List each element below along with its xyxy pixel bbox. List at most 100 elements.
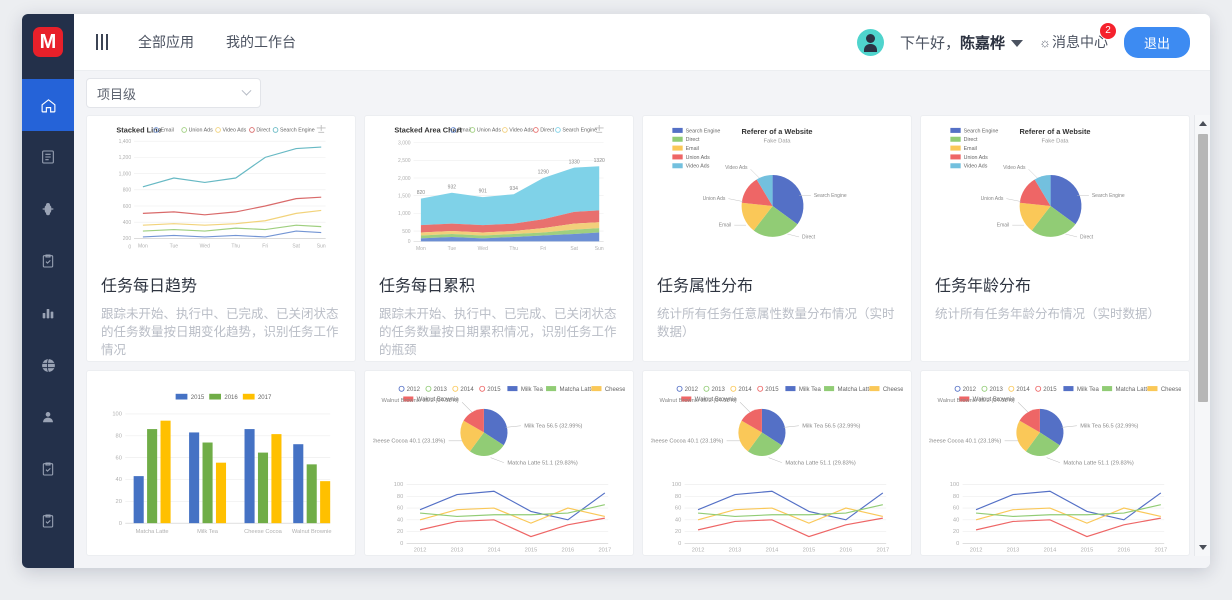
logout-button[interactable]: 退出 <box>1123 26 1190 58</box>
card-task-attribute-distribution[interactable]: Referer of a Website Fake Data Search En… <box>642 115 912 362</box>
svg-text:2017: 2017 <box>258 394 272 400</box>
vertical-scrollbar[interactable] <box>1194 115 1210 556</box>
svg-text:3,000: 3,000 <box>398 140 411 146</box>
svg-text:0: 0 <box>400 541 403 547</box>
svg-text:2015: 2015 <box>803 547 816 553</box>
svg-text:Walnut Brownie 25.2 (14.58%): Walnut Brownie 25.2 (14.58%) <box>938 398 1015 404</box>
svg-text:Fri: Fri <box>540 246 546 252</box>
svg-text:Direct: Direct <box>964 137 978 143</box>
card-meta: 任务属性分布 统计所有任务任意属性数量分布情况（实时数据） <box>643 264 911 353</box>
svg-text:100: 100 <box>672 482 682 488</box>
svg-text:Search Engine: Search Engine <box>280 128 315 134</box>
svg-text:Walnut Brownie: Walnut Brownie <box>417 397 460 403</box>
card-task-daily-cumulative[interactable]: Stacked Area Chart Email Union Ads Video… <box>364 115 634 362</box>
svg-text:Direct: Direct <box>256 128 270 134</box>
chart-thumbnail: 2012 2013 2014 2015 Milk Tea Matcha Latt… <box>921 371 1189 555</box>
card-row2-pie-line-b[interactable]: 2012 2013 2014 2015 Milk Tea Matcha Latt… <box>642 369 912 556</box>
svg-text:2012: 2012 <box>970 547 983 553</box>
svg-text:Direct: Direct <box>540 128 554 134</box>
svg-text:Mon: Mon <box>416 246 426 252</box>
sidebar-item-user[interactable] <box>22 391 74 443</box>
avatar[interactable] <box>857 28 885 56</box>
greeting[interactable]: 下午好，陈嘉桦 <box>900 32 1024 53</box>
card-description: 统计所有任务年龄分布情况（实时数据） <box>935 307 1161 321</box>
app-body: 项目级 Stacked Line Email Union Ads <box>22 71 1210 568</box>
svg-text:Direct: Direct <box>686 137 700 143</box>
chart-thumbnail: 2012 2013 2014 2015 Milk Tea Matcha Latt… <box>365 371 633 555</box>
card-row2-bar[interactable]: 2015 2016 2017 <box>86 369 356 556</box>
pie-line-combo-chart: 2012 2013 2014 2015 Milk Tea Matcha Latt… <box>929 385 1181 553</box>
svg-text:100: 100 <box>950 482 960 488</box>
svg-text:2014: 2014 <box>1016 386 1030 392</box>
nav-item-all-apps[interactable]: 全部应用 <box>138 34 194 50</box>
message-center[interactable]: ☼ 消息中心 2 <box>1039 23 1116 52</box>
svg-text:40: 40 <box>116 477 122 483</box>
card-task-age-distribution[interactable]: Referer of a Website Fake Data Search En… <box>920 115 1190 362</box>
chart-thumbnail: Referer of a Website Fake Data Search En… <box>921 116 1189 264</box>
card-row2-pie-line-c[interactable]: 2012 2013 2014 2015 Milk Tea Matcha Latt… <box>920 369 1190 556</box>
svg-text:Search Engine: Search Engine <box>964 128 999 134</box>
app-logo[interactable]: M <box>22 14 74 71</box>
svg-text:1,000: 1,000 <box>119 171 132 177</box>
svg-text:60: 60 <box>953 505 959 511</box>
svg-text:Referer of a Website: Referer of a Website <box>1019 127 1090 136</box>
svg-text:Sun: Sun <box>595 246 604 252</box>
svg-text:Union Ads: Union Ads <box>189 128 213 134</box>
svg-text:Walnut Brownie: Walnut Brownie <box>973 397 1016 403</box>
svg-text:Cheese Cocoa: Cheese Cocoa <box>1161 386 1181 392</box>
sidebar-item-plans[interactable] <box>22 443 74 495</box>
svg-text:Cheese Cocoa 40.1 (23.18%): Cheese Cocoa 40.1 (23.18%) <box>929 438 1001 444</box>
svg-text:2012: 2012 <box>692 547 705 553</box>
hamburger-icon[interactable] <box>96 34 108 50</box>
sidebar-item-defects[interactable] <box>22 183 74 235</box>
card-row2-pie-line-a[interactable]: 2012 2013 2014 2015 Milk Tea Matcha Latt… <box>364 369 634 556</box>
filter-bar: 项目级 <box>74 71 1210 115</box>
globe-icon <box>40 357 57 374</box>
svg-text:100: 100 <box>394 482 404 488</box>
svg-text:Matcha Latte: Matcha Latte <box>559 386 595 392</box>
card-task-daily-trend[interactable]: Stacked Line Email Union Ads Video Ads D… <box>86 115 356 362</box>
pie-chart: Referer of a Website Fake Data Search En… <box>950 127 1125 240</box>
sidebar-item-reports[interactable] <box>22 287 74 339</box>
svg-text:Mon: Mon <box>138 243 148 249</box>
svg-text:0: 0 <box>678 541 681 547</box>
svg-text:Tue: Tue <box>170 243 179 249</box>
card-grid: Stacked Line Email Union Ads Video Ads D… <box>86 115 1194 556</box>
card-description: 统计所有任务任意属性数量分布情况（实时数据） <box>657 307 895 340</box>
svg-text:Thu: Thu <box>509 246 518 252</box>
svg-text:2017: 2017 <box>598 547 611 553</box>
sidebar-item-documents[interactable] <box>22 131 74 183</box>
svg-text:Direct: Direct <box>802 234 816 240</box>
sidebar-item-tasks[interactable] <box>22 235 74 287</box>
arrow-down-icon[interactable] <box>1194 539 1210 556</box>
svg-text:400: 400 <box>123 220 132 226</box>
scrollbar-track[interactable] <box>1195 132 1211 539</box>
svg-text:Milk Tea: Milk Tea <box>197 529 219 535</box>
svg-text:2014: 2014 <box>460 386 474 392</box>
svg-text:Matcha Latte 51.1 (29.83%): Matcha Latte 51.1 (29.83%) <box>785 460 855 466</box>
scope-select[interactable]: 项目级 <box>86 78 261 108</box>
svg-text:1,500: 1,500 <box>398 193 411 199</box>
svg-text:1,400: 1,400 <box>119 139 132 145</box>
chevron-down-icon[interactable] <box>1011 40 1024 48</box>
svg-text:Cheese Cocoa: Cheese Cocoa <box>883 386 903 392</box>
top-bar: M 全部应用 我的工作台 下午好，陈嘉桦 ☼ 消息中心 2 退出 <box>22 14 1210 71</box>
svg-text:Email: Email <box>719 223 732 229</box>
svg-text:60: 60 <box>397 505 403 511</box>
sidebar-item-reviews[interactable] <box>22 495 74 547</box>
nav-item-my-workbench[interactable]: 我的工作台 <box>226 34 296 50</box>
svg-text:820: 820 <box>417 190 426 196</box>
svg-text:Video Ads: Video Ads <box>222 128 246 134</box>
svg-text:2015: 2015 <box>765 386 779 392</box>
svg-text:2014: 2014 <box>738 386 752 392</box>
arrow-up-icon[interactable] <box>1194 115 1210 132</box>
sidebar-item-global[interactable] <box>22 339 74 391</box>
svg-text:80: 80 <box>953 494 959 500</box>
svg-text:40: 40 <box>675 517 681 523</box>
svg-text:Milk Tea: Milk Tea <box>799 386 822 392</box>
scrollbar-thumb[interactable] <box>1197 134 1208 402</box>
svg-text:934: 934 <box>510 186 519 192</box>
sidebar-item-home[interactable] <box>22 79 74 131</box>
svg-text:2013: 2013 <box>711 386 725 392</box>
svg-text:901: 901 <box>479 189 488 195</box>
